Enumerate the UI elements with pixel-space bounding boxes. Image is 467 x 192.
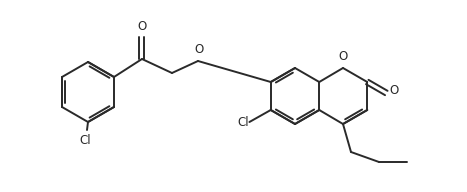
Text: O: O bbox=[389, 84, 398, 98]
Text: Cl: Cl bbox=[79, 134, 91, 147]
Text: O: O bbox=[194, 43, 204, 56]
Text: O: O bbox=[137, 20, 147, 33]
Text: Cl: Cl bbox=[238, 116, 249, 128]
Text: O: O bbox=[339, 50, 347, 63]
